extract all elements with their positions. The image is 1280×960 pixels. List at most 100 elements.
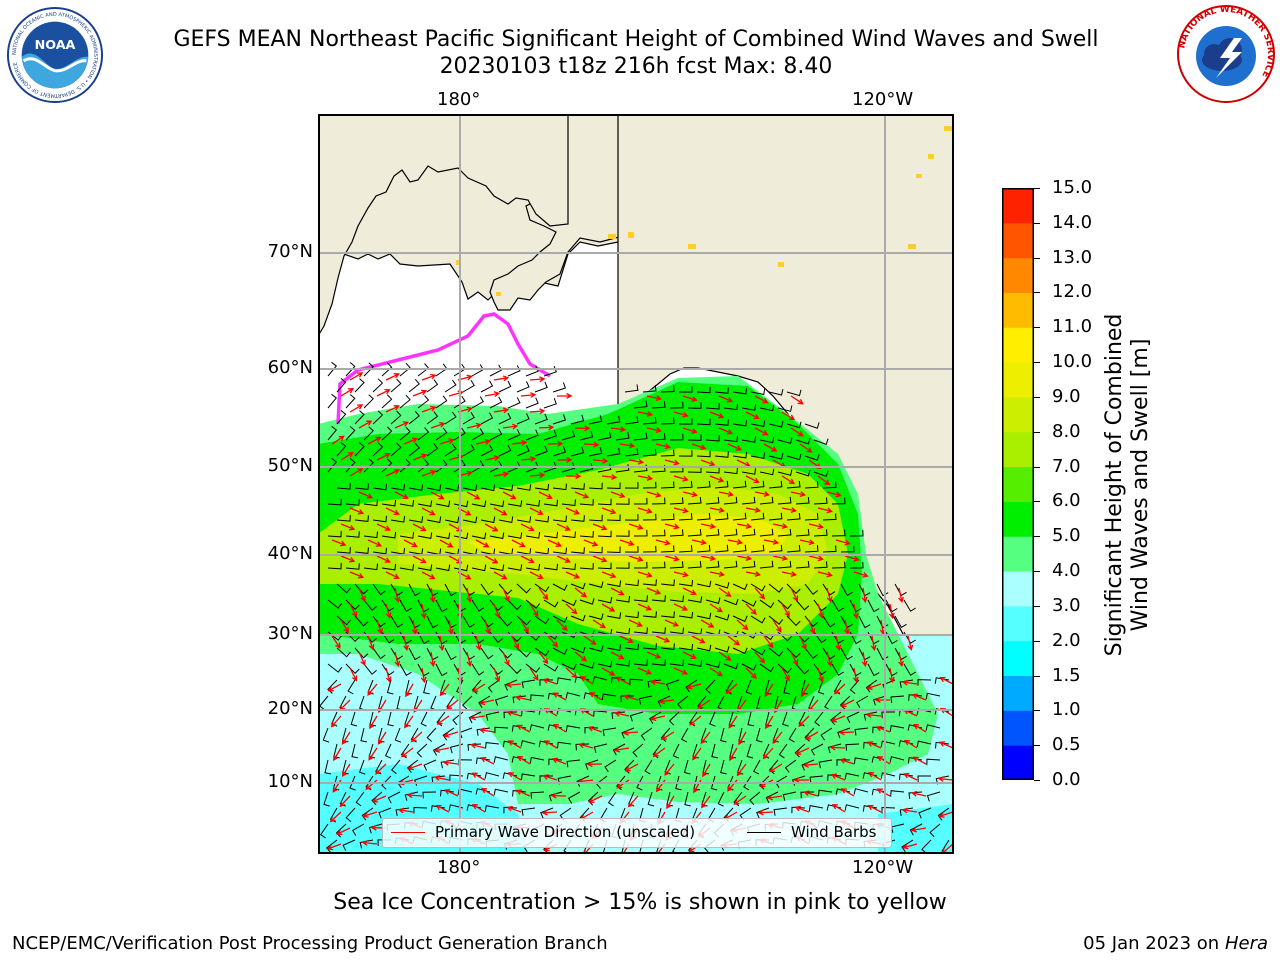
wind-barb xyxy=(342,839,356,851)
wave-direction-arrow xyxy=(556,523,571,531)
wind-barb xyxy=(498,615,513,627)
wind-barb xyxy=(705,661,721,669)
wind-barb xyxy=(372,410,384,425)
wave-direction-arrow xyxy=(358,420,373,429)
wave-direction-arrow xyxy=(376,619,383,635)
wave-direction-arrow xyxy=(646,587,662,595)
wave-direction-arrow xyxy=(673,571,689,578)
wave-direction-arrow xyxy=(406,792,423,799)
wind-barb xyxy=(840,647,853,661)
colorbar-label: Significant Height of Combined Wind Wave… xyxy=(1102,314,1154,657)
wind-barb xyxy=(588,482,603,490)
wave-direction-arrow xyxy=(781,571,798,578)
wind-barb xyxy=(530,791,545,799)
wind-barb xyxy=(498,444,512,457)
wave-direction-arrow xyxy=(673,603,689,611)
wind-barb xyxy=(345,663,360,675)
wind-barb xyxy=(534,547,550,555)
wave-direction-arrow xyxy=(331,435,345,445)
wind-barb xyxy=(768,615,784,625)
wind-barb xyxy=(759,528,774,537)
wind-barb xyxy=(471,532,487,540)
wave-direction-arrow xyxy=(790,587,799,602)
wind-barb xyxy=(561,663,577,671)
wind-barb xyxy=(696,418,711,426)
wind-barb xyxy=(633,400,648,409)
colorbar-block xyxy=(1002,710,1034,746)
wind-barb xyxy=(507,564,523,571)
wave-direction-arrow xyxy=(754,651,766,664)
wind-barb xyxy=(845,743,860,751)
wind-barb xyxy=(795,437,811,445)
wind-barb xyxy=(525,663,541,673)
wind-barb xyxy=(750,452,766,459)
wind-barb xyxy=(741,404,757,411)
wind-barb xyxy=(705,597,721,605)
wind-barb xyxy=(709,711,716,727)
wave-direction-arrow xyxy=(781,411,796,421)
wind-barb xyxy=(534,583,550,593)
colorbar-tick-label: 7.0 xyxy=(1052,455,1081,477)
wind-barb xyxy=(426,727,437,742)
wave-direction-arrow xyxy=(586,761,603,768)
wind-barb xyxy=(615,562,630,569)
wind-barb xyxy=(863,711,878,721)
wind-barb xyxy=(539,679,554,686)
wind-barb xyxy=(705,466,720,474)
wave-direction-arrow xyxy=(362,811,378,818)
wind-barb xyxy=(327,663,343,673)
wind-barb xyxy=(642,579,657,586)
wave-direction-arrow xyxy=(327,683,342,692)
wind-barb xyxy=(678,481,693,489)
wind-barb xyxy=(345,807,356,822)
wind-barb xyxy=(621,727,635,739)
wind-barb xyxy=(696,512,711,521)
wind-barb xyxy=(678,386,693,393)
wave-direction-arrow xyxy=(624,763,639,772)
wind-barb xyxy=(714,419,729,426)
colorbar-tick-mark xyxy=(1034,640,1040,642)
wind-barb xyxy=(723,630,739,638)
wind-barb xyxy=(525,500,541,507)
wave-direction-arrow xyxy=(502,491,517,500)
wind-barb xyxy=(354,378,365,393)
wind-barb xyxy=(485,711,500,721)
wind-barb xyxy=(918,807,932,819)
wave-direction-arrow xyxy=(709,411,725,419)
wind-barb xyxy=(552,547,567,555)
wave-direction-arrow xyxy=(876,788,891,797)
wind-barb xyxy=(423,679,430,695)
wind-barb xyxy=(372,583,386,596)
wave-direction-arrow xyxy=(587,725,603,733)
wind-barb xyxy=(534,615,550,625)
wind-barb xyxy=(813,497,828,505)
wind-barb xyxy=(354,410,365,425)
wind-barb xyxy=(629,678,644,686)
wind-barb xyxy=(320,823,329,839)
wave-direction-arrow xyxy=(394,651,401,667)
lat-label-70n: 70°N xyxy=(267,241,313,262)
wind-barb xyxy=(408,516,424,523)
wind-barb xyxy=(507,397,521,409)
wind-barb xyxy=(570,646,586,654)
wind-barb xyxy=(435,599,448,613)
wind-barb xyxy=(696,612,712,620)
wind-barb xyxy=(597,431,612,441)
wave-direction-arrow xyxy=(888,603,895,620)
wind-barb xyxy=(678,611,694,619)
wave-direction-arrow xyxy=(507,772,522,781)
wind-barb xyxy=(579,598,595,605)
colorbar-tick-mark xyxy=(1034,292,1040,294)
wave-direction-arrow xyxy=(475,438,492,445)
wind-barb xyxy=(822,481,837,489)
wind-barb xyxy=(597,596,613,604)
wave-direction-arrow xyxy=(403,635,409,652)
wave-direction-arrow xyxy=(689,715,702,726)
wind-barb xyxy=(747,711,755,727)
wind-barb xyxy=(390,583,403,596)
wave-direction-arrow xyxy=(543,740,558,749)
wave-direction-arrow xyxy=(412,555,427,564)
wave-direction-arrow xyxy=(790,427,804,437)
wave-direction-arrow xyxy=(709,507,726,514)
wave-direction-arrow xyxy=(646,651,662,659)
